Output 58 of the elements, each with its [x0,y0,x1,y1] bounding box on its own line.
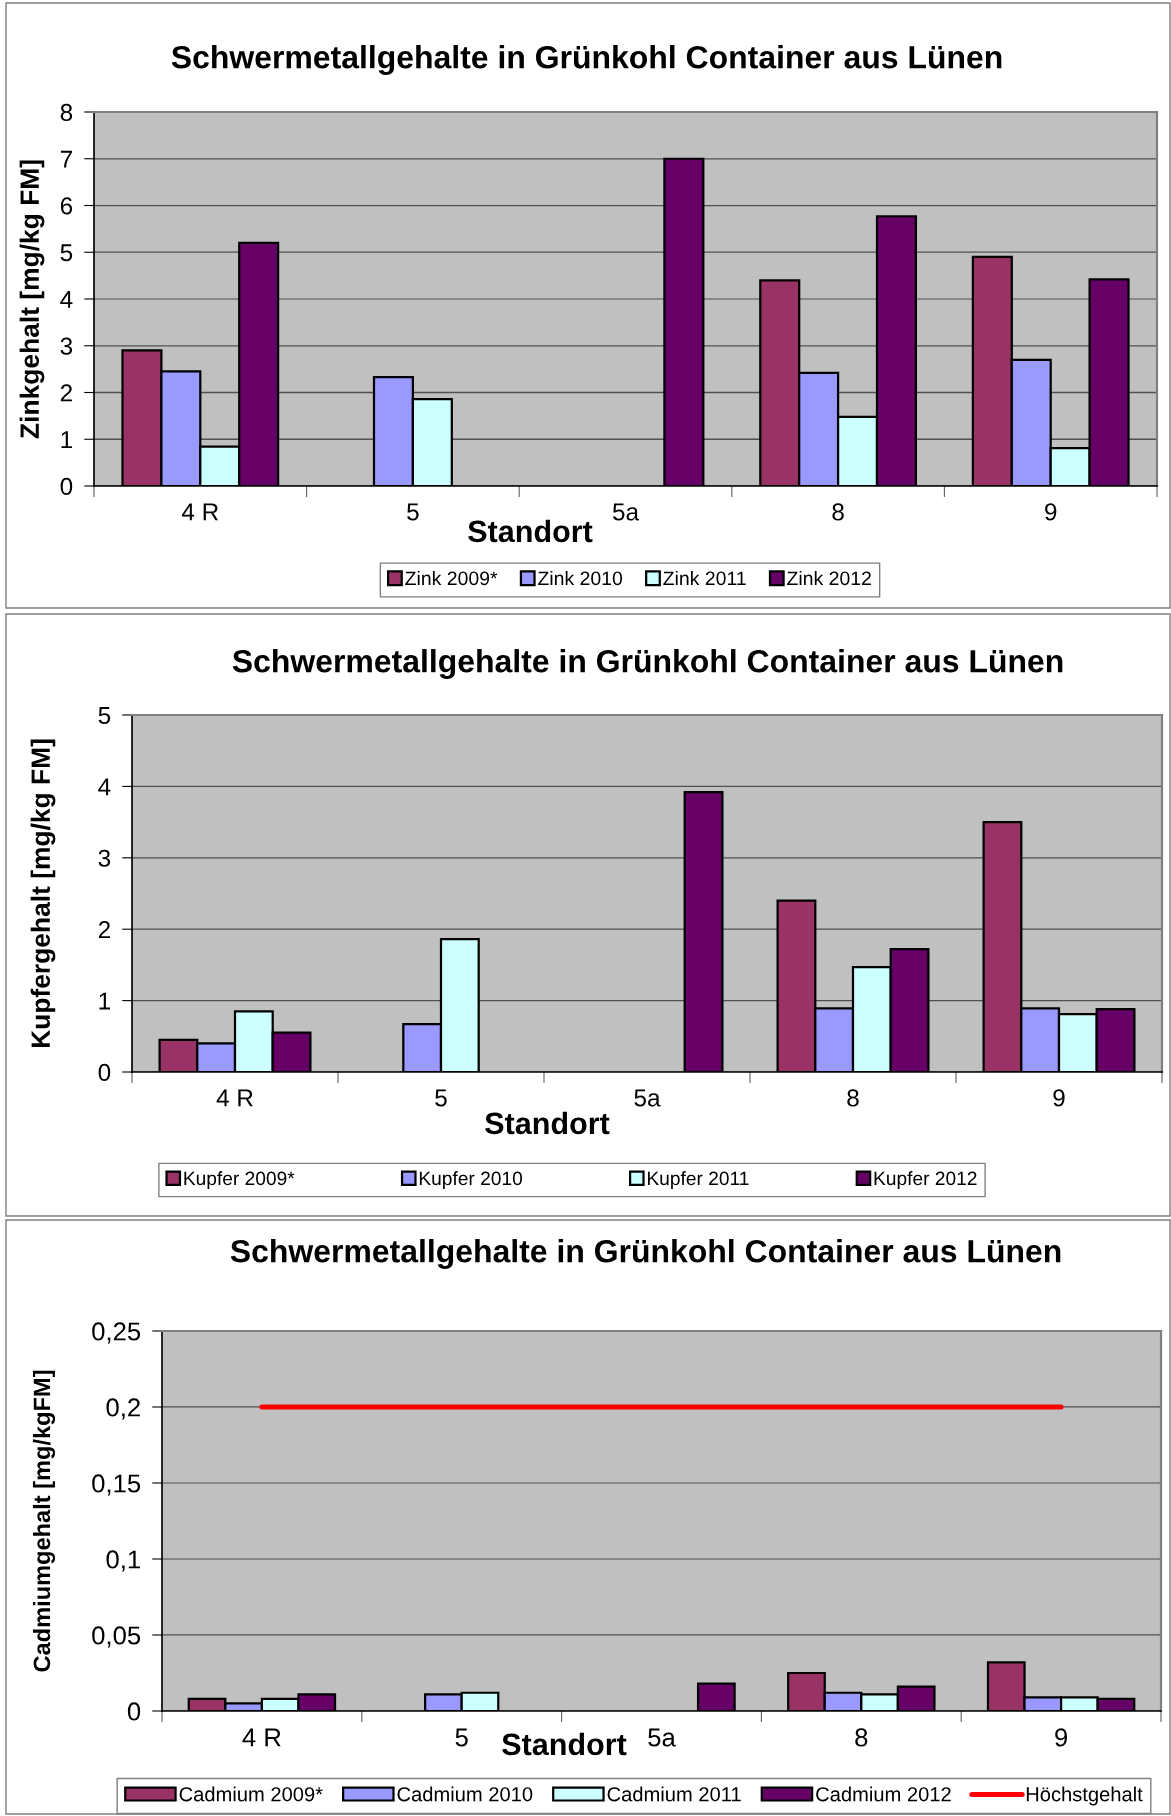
y-axis-title: Cadmiumgehalt [mg/kgFM] [32,1370,56,1672]
x-tick-label: 9 [1053,1089,1065,1107]
y-tick-label: 0,1 [106,1550,140,1572]
legend-label: Cadmium 2010 [397,1786,533,1802]
legend-label: Cadmium 2009* [179,1786,323,1802]
legend-label: Cadmium 2012 [816,1786,951,1802]
y-tick-label: 7 [60,150,72,168]
x-tick-label: 9 [1055,1728,1068,1747]
y-tick-label: 1 [61,431,72,449]
legend-label: Kupfer 2009* [184,1171,295,1189]
y-tick-label: 4 [60,291,73,308]
x-tick-label: 5 [407,503,419,521]
y-tick-label: 0 [60,477,73,496]
y-tick-label: 3 [98,849,111,867]
y-tick-label: 8 [60,103,73,122]
x-tick-label: 8 [855,1728,868,1747]
legend-label: Zink 2009* [405,570,498,586]
chart-title: Schwermetallgehalte in Grünkohl Container aus Lünen [232,649,1063,679]
x-tick-label: 9 [1045,503,1057,521]
y-axis-title: Zinkgehalt [mg/kg FM] [19,160,45,439]
legend-label: Kupfer 2010 [419,1171,523,1189]
y-tick-label: 0 [127,1702,141,1721]
x-tick-label: 4 R [216,1089,253,1107]
y-tick-label: 5 [60,244,73,262]
y-tick-label: 0,25 [92,1322,141,1344]
x-axis-title: Standort [502,1732,627,1756]
y-tick-label: 0,05 [92,1626,141,1648]
y-tick-label: 0,2 [106,1398,140,1420]
y-tick-label: 2 [98,921,110,939]
y-axis-title: Kupfergehalt [mg/kg FM] [30,739,56,1048]
x-tick-label: 8 [847,1089,859,1107]
legend-label: Kupfer 2011 [647,1171,749,1189]
legend-label: Zink 2012 [787,570,871,586]
x-tick-label: 5a [634,1089,661,1107]
x-axis-title: Standort [485,1111,610,1135]
x-tick-label: 5 [435,1089,447,1107]
y-tick-label: 5 [98,707,111,725]
legend-label: Zink 2010 [538,570,623,586]
legend-label: Zink 2011 [663,570,746,586]
y-tick-label: 1 [99,992,110,1010]
legend-label: Kupfer 2012 [874,1171,977,1189]
y-tick-label: 2 [60,384,72,402]
y-tick-label: 6 [60,197,73,215]
legend-label: Höchstgehalt [1026,1786,1143,1806]
y-tick-label: 3 [60,337,73,355]
x-tick-label: 4 R [181,503,219,521]
legend-label: Cadmium 2011 [607,1786,741,1802]
x-tick-label: 4 R [242,1728,281,1747]
y-tick-label: 4 [98,778,111,796]
y-tick-label: 0 [98,1063,111,1082]
x-tick-label: 5a [612,503,640,521]
x-tick-label: 5 [455,1728,468,1747]
chart-title: Schwermetallgehalte in Grünkohl Container aus Lünen [171,45,1002,75]
chart-title: Schwermetallgehalte in Grünkohl Container aus Lünen [230,1239,1061,1269]
y-tick-label: 0,15 [92,1474,141,1496]
x-axis-title: Standort [468,519,593,543]
x-tick-label: 5a [648,1728,676,1747]
x-tick-label: 8 [832,503,844,521]
